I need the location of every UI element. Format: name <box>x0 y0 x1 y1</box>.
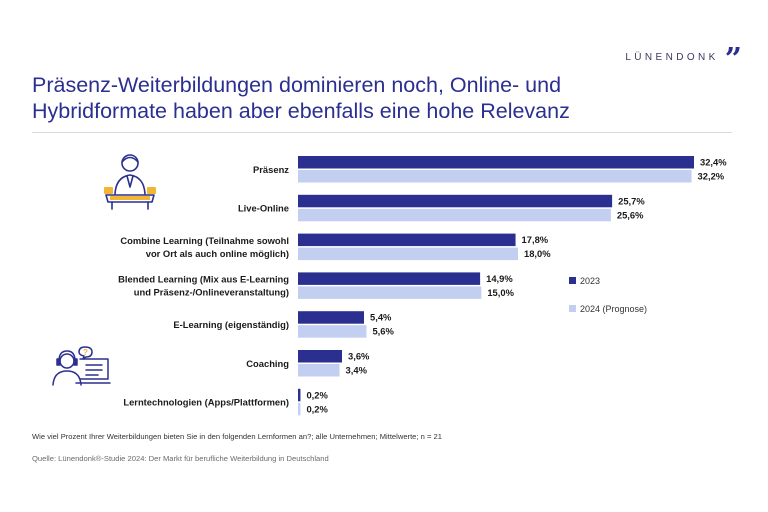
value-label: 3,6% <box>348 351 370 362</box>
value-label: 5,6% <box>372 326 394 337</box>
svg-text:?: ? <box>83 348 88 357</box>
source-note: Quelle: Lünendonk®-Studie 2024: Der Mark… <box>32 454 329 463</box>
legend-label: 2024 (Prognose) <box>580 304 647 314</box>
page-title: Präsenz-Weiterbildungen dominieren noch,… <box>32 73 570 123</box>
presenter-icon <box>104 154 156 210</box>
value-label: 15,0% <box>487 287 514 298</box>
title-divider <box>32 132 732 133</box>
bar-2024 <box>298 364 340 377</box>
category-label: Präsenz <box>253 164 289 175</box>
bar-2024 <box>298 325 367 338</box>
value-label: 32,2% <box>698 171 725 182</box>
category-label: vor Ort als auch online möglich) <box>146 248 289 259</box>
category-label: Combine Learning (Teilnahme sowohl <box>120 235 289 246</box>
category-label: E-Learning (eigenständig) <box>173 319 289 330</box>
value-labels: 32,4% 32,2% 25,7% 25,6% 17,8% 18,0% 14,9% 15,0%… <box>306 157 727 415</box>
bar-2024 <box>298 170 692 183</box>
category-label: Lerntechnologien (Apps/Plattformen) <box>123 397 289 408</box>
legend-label: 2023 <box>580 276 600 286</box>
value-label: 25,7% <box>618 195 645 206</box>
bar-2023 <box>298 272 481 285</box>
category-label: und Präsenz-/Onlineveranstaltung) <box>134 287 289 298</box>
bar-2023 <box>298 350 342 363</box>
legend-swatch <box>569 305 576 312</box>
chart-legend: 2023 2024 (Prognose) <box>569 276 647 314</box>
brand-name: LÜNENDONK <box>625 52 719 63</box>
brand-quote-icon: ” <box>724 42 742 77</box>
bar-2023 <box>298 194 613 208</box>
bar-2024 <box>298 247 518 261</box>
value-label: 3,4% <box>346 365 368 376</box>
value-label: 18,0% <box>524 248 551 259</box>
category-label: Coaching <box>246 358 289 369</box>
value-label: 25,6% <box>617 209 644 220</box>
value-label: 14,9% <box>486 273 513 284</box>
online-learner-icon: ? <box>52 346 111 386</box>
legend-swatch <box>569 277 576 284</box>
bar-2023 <box>298 233 516 247</box>
bar-2023 <box>298 388 301 402</box>
survey-footnote: Wie viel Prozent Ihrer Weiterbildungen b… <box>32 432 442 441</box>
category-label: Blended Learning (Mix aus E-Learning <box>118 274 289 285</box>
bar-2024 <box>298 208 611 222</box>
value-label: 17,8% <box>522 234 549 245</box>
bar-2024 <box>298 402 301 416</box>
value-label: 32,4% <box>700 157 727 168</box>
brand-logo: LÜNENDONK ” <box>625 42 742 77</box>
value-label: 0,2% <box>306 389 328 400</box>
bar-series <box>298 156 694 416</box>
value-label: 0,2% <box>306 403 328 414</box>
category-label: Live-Online <box>238 203 289 214</box>
bar-2024 <box>298 286 482 299</box>
bar-2023 <box>298 156 694 169</box>
category-labels: Präsenz Live-Online Combine Learning (Teil… <box>118 164 289 408</box>
value-label: 5,4% <box>370 312 392 323</box>
bar-2023 <box>298 311 364 324</box>
